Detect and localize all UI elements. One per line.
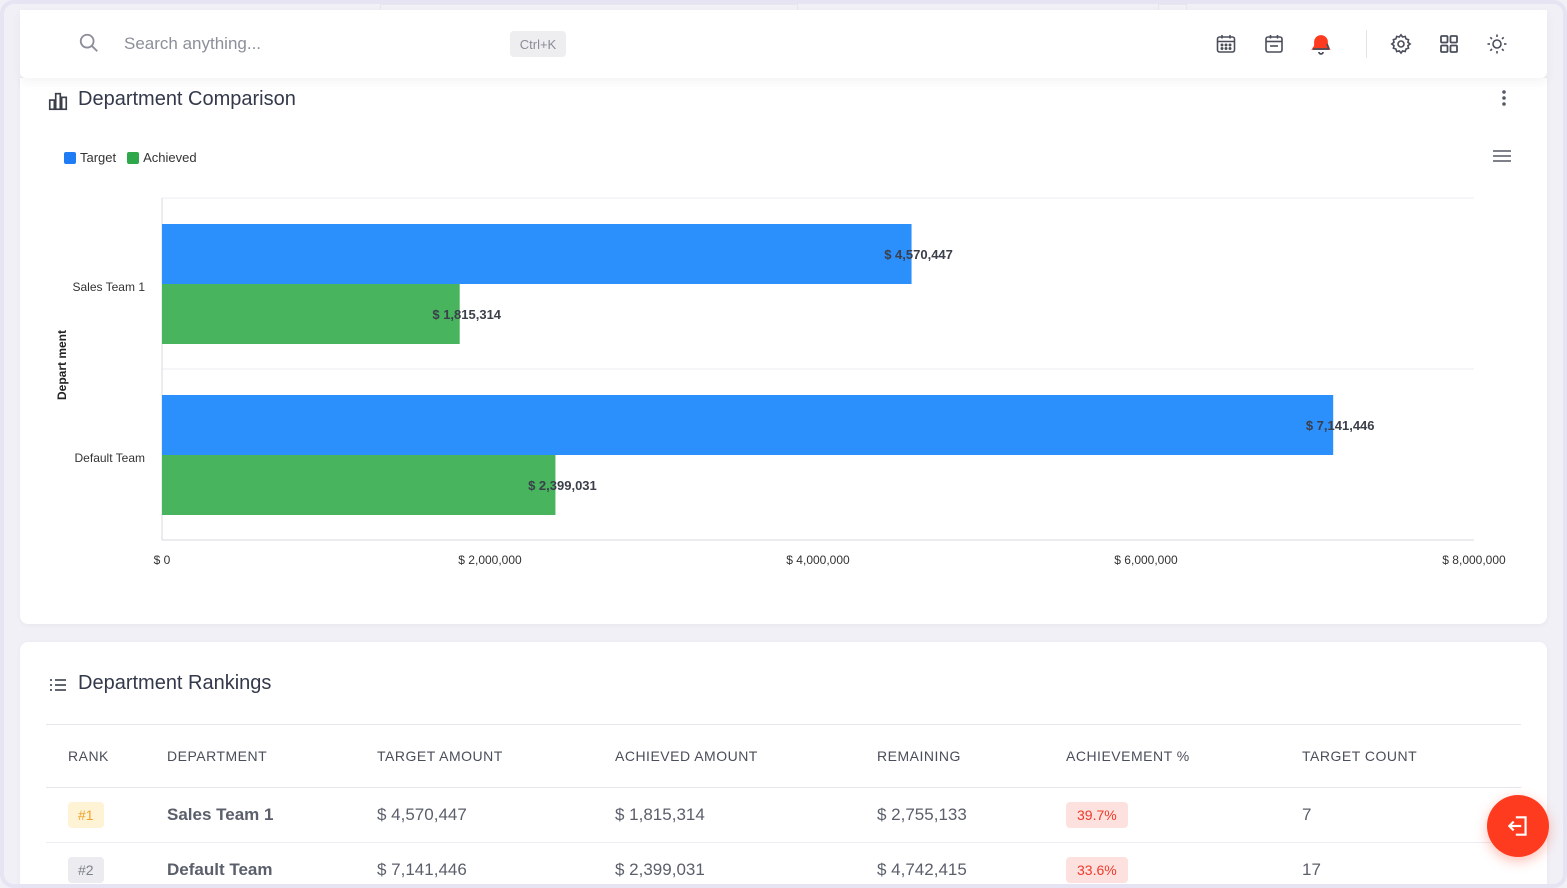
rankings-title: Department Rankings	[78, 672, 272, 694]
calendar-grid-icon[interactable]	[1214, 32, 1238, 56]
achieved-amount-cell: $ 2,399,031	[615, 860, 705, 879]
bar-chart-icon	[48, 92, 68, 111]
y-tick-label: Sales Team 1	[73, 280, 146, 294]
apps-grid-icon[interactable]	[1437, 32, 1461, 56]
legend-label-achieved: Achieved	[143, 150, 197, 165]
calendar-event-icon[interactable]	[1262, 32, 1286, 56]
column-header-target-amount[interactable]: TARGET AMOUNT	[377, 748, 503, 764]
toolbar-divider	[1366, 30, 1367, 58]
chart-legend: Target Achieved	[64, 150, 208, 165]
achievement-pct-badge: 33.6%	[1066, 857, 1128, 883]
table-row[interactable]: #1 Sales Team 1 $ 4,570,447 $ 1,815,314 …	[46, 788, 1521, 843]
x-tick-label: $ 6,000,000	[1114, 553, 1178, 567]
legend-item-target[interactable]: Target	[64, 150, 116, 165]
column-header-remaining[interactable]: REMAINING	[877, 748, 961, 764]
rank-badge: #1	[68, 802, 104, 828]
bar-achieved-0	[162, 284, 460, 344]
search-icon[interactable]	[78, 32, 100, 54]
department-cell: Sales Team 1	[167, 805, 274, 824]
theme-sun-icon[interactable]	[1485, 32, 1509, 56]
logout-fab-button[interactable]	[1487, 795, 1549, 857]
logout-icon	[1507, 816, 1527, 836]
notification-bell-icon[interactable]	[1309, 32, 1333, 56]
rankings-table: RANK DEPARTMENT TARGET AMOUNT ACHIEVED A…	[46, 724, 1521, 888]
legend-swatch-achieved	[127, 151, 140, 164]
bar-target-0	[162, 224, 912, 284]
remaining-cell: $ 4,742,415	[877, 860, 967, 879]
remaining-cell: $ 2,755,133	[877, 805, 967, 824]
target-amount-cell: $ 4,570,447	[377, 805, 467, 824]
y-axis-title: Depart ment	[55, 330, 69, 400]
department-comparison-card: Department Comparison Target Achieved $ …	[20, 78, 1547, 624]
kebab-menu-icon[interactable]	[1496, 88, 1512, 108]
target-count-cell: 17	[1302, 860, 1321, 879]
x-tick-label: $ 0	[154, 553, 171, 567]
search-shortcut-badge: Ctrl+K	[510, 31, 566, 57]
x-tick-label: $ 2,000,000	[458, 553, 522, 567]
column-header-achievement-pct[interactable]: ACHIEVEMENT %	[1066, 748, 1190, 764]
x-tick-label: $ 8,000,000	[1442, 553, 1506, 567]
legend-swatch-target	[64, 151, 76, 164]
bar-data-label: $ 2,399,031	[528, 478, 597, 493]
department-comparison-chart: $ 4,570,447 $ 1,815,314 Sales Team 1 $ 7,14…	[55, 197, 1506, 567]
hamburger-menu-icon[interactable]	[1492, 148, 1512, 164]
achieved-amount-cell: $ 1,815,314	[615, 805, 705, 824]
list-icon	[50, 679, 66, 691]
settings-gear-icon[interactable]	[1389, 32, 1413, 56]
department-cell: Default Team	[167, 860, 273, 879]
search-input[interactable]	[124, 30, 484, 58]
rank-badge: #2	[68, 857, 104, 883]
comparison-title: Department Comparison	[78, 88, 296, 110]
column-header-target-count[interactable]: TARGET COUNT	[1302, 748, 1418, 764]
y-tick-label: Default Team	[75, 451, 145, 465]
top-bar: Ctrl+K	[20, 10, 1547, 78]
x-tick-label: $ 4,000,000	[786, 553, 850, 567]
column-header-department[interactable]: DEPARTMENT	[167, 748, 268, 764]
table-row[interactable]: #2 Default Team $ 7,141,446 $ 2,399,031 …	[46, 843, 1521, 888]
legend-label-target: Target	[80, 150, 117, 165]
bar-data-label: $ 7,141,446	[1306, 418, 1375, 433]
target-count-cell: 7	[1302, 805, 1312, 824]
bar-data-label: $ 1,815,314	[432, 307, 501, 322]
table-header-row: RANK DEPARTMENT TARGET AMOUNT ACHIEVED A…	[46, 724, 1521, 788]
bar-target-1	[162, 395, 1334, 455]
bar-achieved-1	[162, 455, 556, 515]
achievement-pct-badge: 39.7%	[1066, 802, 1128, 828]
legend-item-achieved[interactable]: Achieved	[127, 150, 197, 165]
bar-data-label: $ 4,570,447	[884, 247, 953, 262]
column-header-rank[interactable]: RANK	[68, 748, 109, 764]
target-amount-cell: $ 7,141,446	[377, 860, 467, 879]
column-header-achieved-amount[interactable]: ACHIEVED AMOUNT	[615, 748, 758, 764]
department-rankings-card: Department Rankings RANK DEPARTMENT TARG…	[20, 642, 1547, 888]
